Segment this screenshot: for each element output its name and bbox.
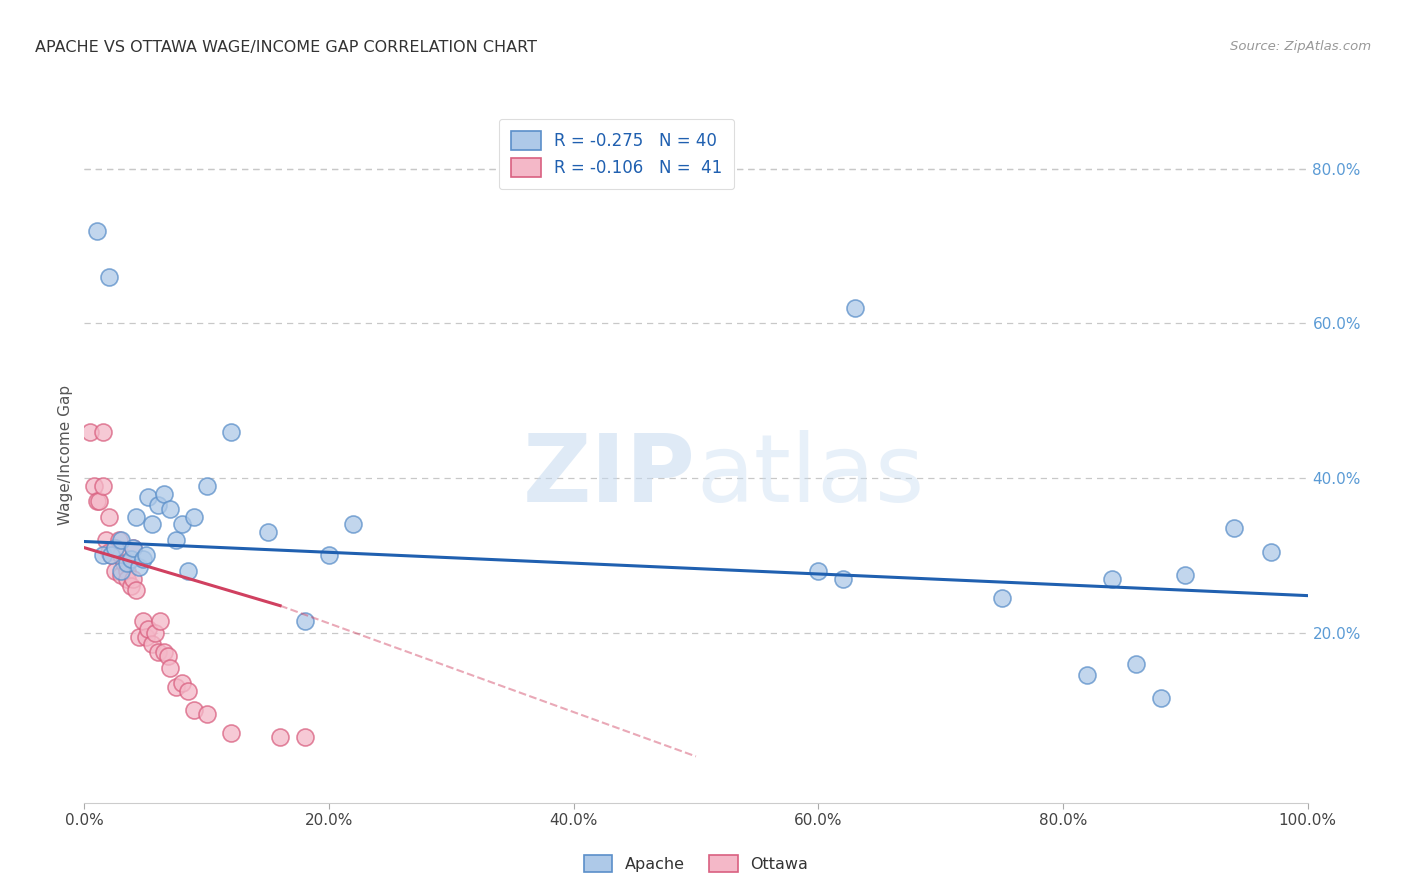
Point <box>122 541 145 555</box>
Point <box>219 726 242 740</box>
Point <box>149 614 172 628</box>
Point <box>146 498 169 512</box>
Text: Source: ZipAtlas.com: Source: ZipAtlas.com <box>1230 40 1371 54</box>
Text: atlas: atlas <box>696 430 924 522</box>
Point <box>1125 657 1147 671</box>
Point <box>1174 567 1197 582</box>
Point <box>177 683 200 698</box>
Point <box>115 564 138 578</box>
Point <box>1101 572 1123 586</box>
Point <box>172 676 194 690</box>
Point <box>156 648 179 663</box>
Point <box>159 502 181 516</box>
Point <box>195 706 218 721</box>
Point <box>128 560 150 574</box>
Point <box>165 533 187 547</box>
Text: ZIP: ZIP <box>523 430 696 522</box>
Point <box>107 533 129 547</box>
Point <box>135 630 157 644</box>
Point <box>104 541 127 555</box>
Point <box>86 494 108 508</box>
Point <box>219 425 242 439</box>
Point <box>1260 544 1282 558</box>
Point <box>177 564 200 578</box>
Point <box>110 549 132 563</box>
Point <box>318 549 340 563</box>
Y-axis label: Wage/Income Gap: Wage/Income Gap <box>58 384 73 525</box>
Point <box>153 645 176 659</box>
Text: APACHE VS OTTAWA WAGE/INCOME GAP CORRELATION CHART: APACHE VS OTTAWA WAGE/INCOME GAP CORRELA… <box>35 40 537 55</box>
Point <box>195 479 218 493</box>
Point <box>132 552 155 566</box>
Point <box>91 425 114 439</box>
Point <box>1223 521 1246 535</box>
Point <box>257 525 280 540</box>
Point <box>141 637 163 651</box>
Point <box>172 517 194 532</box>
Legend: Apache, Ottawa: Apache, Ottawa <box>576 849 815 879</box>
Point <box>87 494 110 508</box>
Point <box>83 479 105 493</box>
Point <box>122 541 145 555</box>
Point <box>120 579 142 593</box>
Point <box>294 614 316 628</box>
Point <box>136 622 159 636</box>
Point <box>143 625 166 640</box>
Point <box>97 509 120 524</box>
Point <box>97 270 120 285</box>
Point <box>1150 691 1173 706</box>
Point <box>141 517 163 532</box>
Point <box>844 301 866 315</box>
Point <box>1076 668 1098 682</box>
Point <box>135 549 157 563</box>
Point <box>132 614 155 628</box>
Point <box>104 564 127 578</box>
Point <box>294 730 316 744</box>
Point <box>91 479 114 493</box>
Point <box>104 541 127 555</box>
Point <box>110 533 132 547</box>
Point <box>153 486 176 500</box>
Point <box>165 680 187 694</box>
Point <box>146 645 169 659</box>
Point <box>115 556 138 570</box>
Point <box>128 630 150 644</box>
Point <box>831 572 853 586</box>
Point <box>100 549 122 563</box>
Point <box>342 517 364 532</box>
Point <box>96 533 118 547</box>
Point <box>115 572 138 586</box>
Point <box>110 567 132 582</box>
Point <box>183 703 205 717</box>
Point <box>807 564 830 578</box>
Point <box>183 509 205 524</box>
Point <box>100 549 122 563</box>
Point <box>97 544 120 558</box>
Point <box>136 491 159 505</box>
Point <box>269 730 291 744</box>
Point <box>125 509 148 524</box>
Point <box>991 591 1014 605</box>
Point <box>120 552 142 566</box>
Point <box>122 572 145 586</box>
Point <box>86 224 108 238</box>
Point <box>159 660 181 674</box>
Point <box>125 583 148 598</box>
Point <box>91 549 114 563</box>
Point <box>79 425 101 439</box>
Point <box>112 556 135 570</box>
Point <box>110 564 132 578</box>
